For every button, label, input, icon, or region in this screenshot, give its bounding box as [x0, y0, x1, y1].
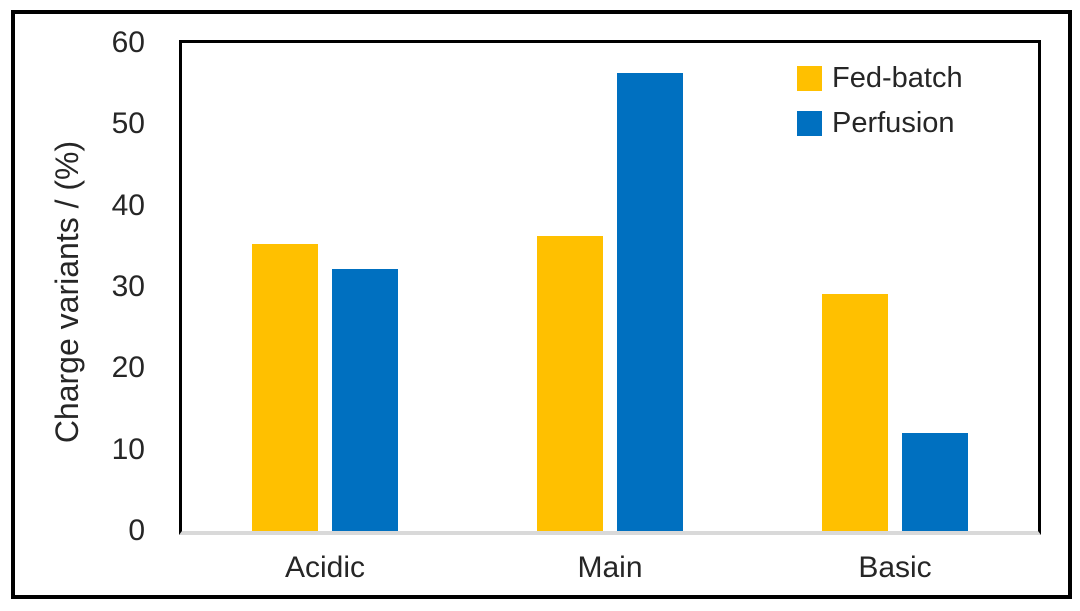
x-category-label-acidic: Acidic: [284, 551, 366, 584]
legend-label: Perfusion: [832, 107, 955, 139]
y-tick-label: 0: [128, 514, 145, 547]
y-tick-label: 40: [111, 188, 145, 222]
plot-area: [179, 40, 1041, 535]
legend: Fed-batch Perfusion: [797, 64, 963, 154]
bar-fed-batch-acidic: [252, 244, 318, 531]
bar-perfusion-main: [617, 73, 683, 531]
bar-fed-batch-main: [537, 236, 603, 531]
legend-item-perfusion: Perfusion: [797, 109, 963, 138]
x-category-label-basic: Basic: [858, 551, 932, 584]
bar-perfusion-basic: [902, 433, 968, 531]
x-category-label-main: Main: [577, 551, 643, 584]
y-tick-label: 20: [111, 351, 145, 385]
y-tick-label: 60: [111, 26, 145, 59]
y-tick-label: 30: [111, 270, 145, 303]
y-tick-label: 10: [111, 432, 145, 466]
y-axis-title: Charge variants / (%): [49, 140, 85, 444]
legend-item-fed-batch: Fed-batch: [797, 64, 963, 93]
legend-swatch-icon: [797, 111, 822, 136]
bar-perfusion-acidic: [332, 269, 398, 531]
legend-swatch-icon: [797, 66, 822, 91]
y-tick-label: 50: [111, 107, 145, 141]
bar-fed-batch-basic: [822, 294, 888, 531]
legend-label: Fed-batch: [832, 62, 963, 94]
